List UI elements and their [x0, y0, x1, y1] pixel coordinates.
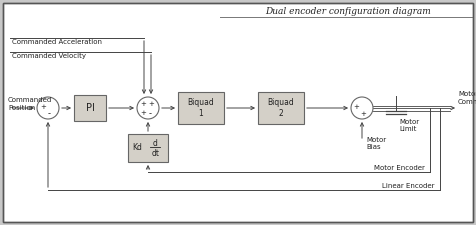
Text: -: - [48, 110, 50, 119]
FancyBboxPatch shape [128, 134, 168, 162]
Text: +: + [140, 110, 146, 116]
Circle shape [37, 97, 59, 119]
Text: dt: dt [151, 148, 159, 157]
Text: Motor
Bias: Motor Bias [366, 137, 386, 150]
Text: +: + [148, 101, 154, 107]
Text: Commanded Velocity: Commanded Velocity [12, 53, 86, 59]
Text: Kd: Kd [132, 144, 142, 153]
FancyBboxPatch shape [258, 92, 304, 124]
Text: +: + [40, 104, 46, 110]
FancyBboxPatch shape [74, 95, 106, 121]
FancyBboxPatch shape [178, 92, 224, 124]
Text: Motor
Limit: Motor Limit [399, 119, 419, 132]
Text: Motor Encoder: Motor Encoder [374, 165, 425, 171]
Circle shape [137, 97, 159, 119]
Text: Biquad
2: Biquad 2 [268, 98, 294, 118]
FancyBboxPatch shape [3, 3, 473, 222]
Text: PI: PI [86, 103, 94, 113]
Text: +: + [140, 101, 146, 107]
Text: -: - [149, 110, 151, 119]
Text: Dual encoder configuration diagram: Dual encoder configuration diagram [265, 7, 431, 16]
Text: Biquad
1: Biquad 1 [188, 98, 214, 118]
Text: Commanded
Position: Commanded Position [8, 97, 52, 110]
Text: d: d [153, 139, 158, 148]
Text: Linear Encoder: Linear Encoder [383, 183, 435, 189]
Text: Commanded Acceleration: Commanded Acceleration [12, 39, 102, 45]
Text: +: + [353, 104, 359, 110]
Text: +: + [360, 111, 366, 117]
Circle shape [351, 97, 373, 119]
Text: Motor
Command: Motor Command [458, 92, 476, 104]
